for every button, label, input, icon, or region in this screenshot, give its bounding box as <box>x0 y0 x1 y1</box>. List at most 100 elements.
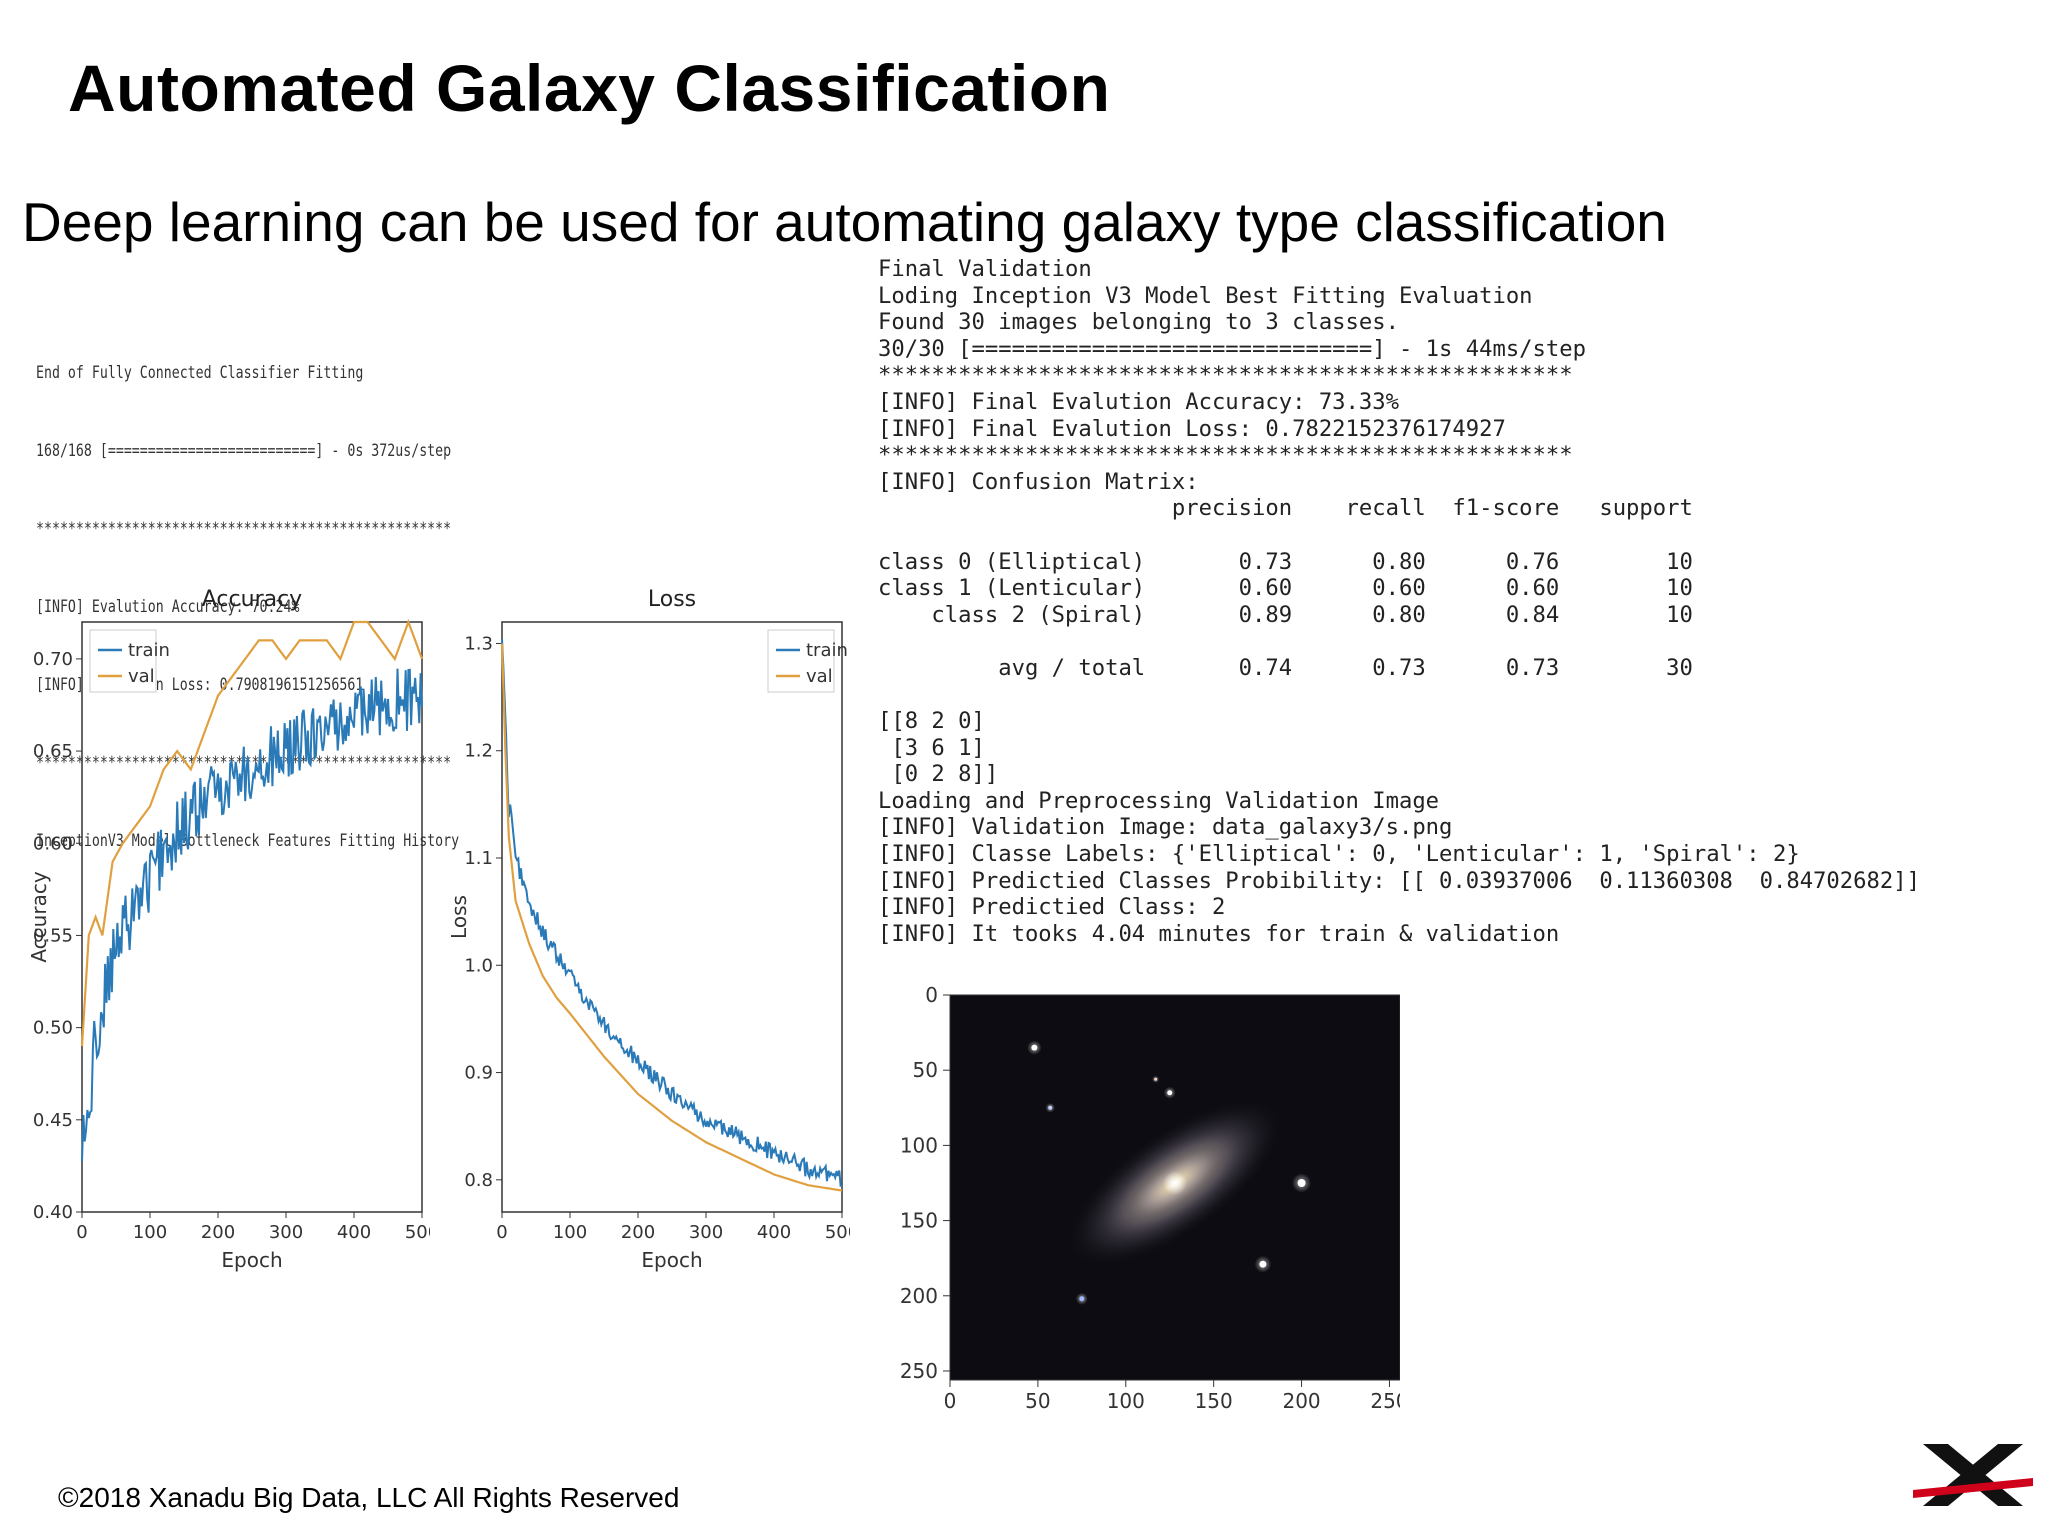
y-tick-label: 0.65 <box>33 741 73 762</box>
star <box>1167 1090 1173 1096</box>
training-log-line: End of Fully Connected Classifier Fittin… <box>36 363 364 383</box>
x-tick-label: 500 <box>825 1222 850 1243</box>
series-line-val <box>500 643 843 1192</box>
x-tick-label: 100 <box>1107 1389 1145 1413</box>
x-tick-label: 400 <box>757 1222 791 1243</box>
y-tick-label: 1.2 <box>464 741 493 762</box>
galaxy-image-plot: 050100150200250050100150200250 <box>900 983 1400 1413</box>
console-line: Loding Inception V3 Model Best Fitting E… <box>878 282 1533 309</box>
x-tick-label: 300 <box>689 1222 723 1243</box>
console-line: [INFO] Validation Image: data_galaxy3/s.… <box>878 814 1453 841</box>
x-tick-label: 200 <box>1282 1389 1320 1413</box>
series-line-val <box>80 618 424 1047</box>
console-line: [0 2 8]] <box>878 761 999 788</box>
x-tick-label: 0 <box>76 1222 87 1243</box>
y-tick-label: 100 <box>900 1133 938 1157</box>
star <box>1048 1105 1053 1110</box>
console-line: [INFO] Predictied Class: 2 <box>878 894 1226 921</box>
x-tick-label: 200 <box>621 1222 655 1243</box>
galaxy-core <box>1163 1170 1187 1195</box>
x-tick-label: 300 <box>269 1222 303 1243</box>
star <box>1031 1044 1038 1051</box>
x-tick-label: 150 <box>1195 1389 1233 1413</box>
console-line: [3 6 1] <box>878 734 985 761</box>
series-line-train <box>501 638 843 1187</box>
y-tick-label: 150 <box>900 1209 938 1233</box>
slide-subtitle: Deep learning can be used for automating… <box>22 191 1667 253</box>
legend-label-train: train <box>806 640 848 661</box>
console-line: class 0 (Elliptical) 0.73 0.80 0.76 10 <box>878 548 1693 575</box>
y-tick-label: 50 <box>913 1058 938 1082</box>
x-tick-label: 50 <box>1025 1389 1050 1413</box>
console-line: [INFO] Final Evalution Loss: 0.782215237… <box>878 415 1506 442</box>
y-tick-label: 0 <box>925 983 938 1007</box>
console-line: Final Validation <box>878 256 1092 282</box>
y-tick-label: 0.50 <box>33 1018 73 1039</box>
accuracy-chart: Accuracy 0 100 200 300 400 500 0.40 0.45 0.50 0.55… <box>30 587 430 1272</box>
console-line: [INFO] It tooks 4.04 minutes for train &… <box>878 920 1560 947</box>
console-line: [INFO] Classe Labels: {'Elliptical': 0, … <box>878 841 1800 868</box>
copyright-footer: ©2018 Xanadu Big Data, LLC All Rights Re… <box>58 1482 680 1513</box>
star <box>1079 1296 1085 1302</box>
big-data-logo <box>1913 1444 2033 1506</box>
logo-x-swoosh <box>1913 1478 2033 1498</box>
console-line: Loading and Preprocessing Validation Ima… <box>878 787 1440 814</box>
x-axis-label: Epoch <box>221 1248 282 1272</box>
star <box>1297 1178 1306 1187</box>
y-tick-label: 0.9 <box>464 1063 493 1084</box>
legend-box <box>767 629 835 693</box>
x-tick-label: 0 <box>496 1222 507 1243</box>
console-line <box>878 628 1920 655</box>
legend-label-val: val <box>806 666 833 687</box>
console-line: Found 30 images belonging to 3 classes. <box>878 309 1399 336</box>
x-tick-label: 200 <box>201 1222 235 1243</box>
y-axis-label: Accuracy <box>30 871 51 962</box>
star <box>1154 1077 1158 1081</box>
console-line: ****************************************… <box>878 442 1573 469</box>
console-line: ****************************************… <box>878 362 1573 389</box>
console-line: [[8 2 0] <box>878 708 985 735</box>
y-axis-label: Loss <box>450 895 471 939</box>
loss-chart: Loss 0 100 200 300 400 500 0.8 0.9 1.0 1.1 1.2 1.3 Ep… <box>450 587 850 1272</box>
series-line-train <box>81 668 423 1162</box>
x-tick-label: 500 <box>405 1222 430 1243</box>
plot-frame <box>81 621 423 1213</box>
training-log-line: ****************************************… <box>36 519 452 539</box>
console-line: class 2 (Spiral) 0.89 0.80 0.84 10 <box>878 601 1693 628</box>
console-line <box>878 682 1920 709</box>
console-line: [INFO] Predictied Classes Probibility: [… <box>878 867 1920 894</box>
y-tick-label: 0.60 <box>33 833 73 854</box>
console-line: avg / total 0.74 0.73 0.73 30 <box>878 654 1693 681</box>
y-tick-label: 1.3 <box>464 633 493 654</box>
plot-frame <box>501 621 843 1213</box>
y-tick-label: 0.40 <box>33 1202 73 1223</box>
y-tick-label: 0.55 <box>33 925 73 946</box>
legend-box <box>89 629 157 693</box>
training-log-line: 168/168 [==========================] - 0… <box>36 441 452 461</box>
console-line <box>878 522 1920 549</box>
x-tick-label: 100 <box>553 1222 587 1243</box>
y-tick-label: 0.8 <box>464 1170 493 1191</box>
y-tick-label: 1.0 <box>464 955 493 976</box>
console-line: precision recall f1-score support <box>878 495 1693 522</box>
y-tick-label: 250 <box>900 1359 938 1383</box>
training-log-line: [INFO] Evalution Accuracy: 70.24% <box>36 597 300 617</box>
x-tick-label: 100 <box>133 1222 167 1243</box>
y-tick-label: 200 <box>900 1284 938 1308</box>
console-line: [INFO] Final Evalution Accuracy: 73.33% <box>878 388 1399 415</box>
y-tick-label: 0.70 <box>33 649 73 670</box>
plot-title: Accuracy <box>202 587 302 612</box>
y-tick-label: 0.45 <box>33 1110 73 1131</box>
x-tick-label: 400 <box>337 1222 371 1243</box>
y-tick-label: 1.1 <box>464 848 493 869</box>
console-line: [INFO] Confusion Matrix: <box>878 468 1199 495</box>
x-tick-label: 250 <box>1370 1389 1400 1413</box>
x-axis-label: Epoch <box>641 1248 702 1272</box>
plot-title: Loss <box>648 587 696 612</box>
x-tick-label: 0 <box>944 1389 957 1413</box>
legend-label-val: val <box>128 666 155 687</box>
console-line: class 1 (Lenticular) 0.60 0.60 0.60 10 <box>878 575 1693 602</box>
star <box>1259 1260 1267 1268</box>
validation-console-output: Final Validation Loding Inception V3 Mode… <box>878 256 1920 947</box>
console-line: 30/30 [==============================] -… <box>878 335 1586 362</box>
